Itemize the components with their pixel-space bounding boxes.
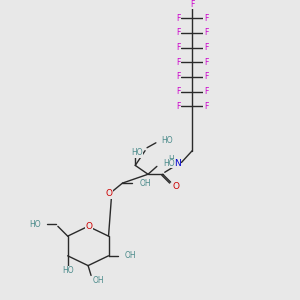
Text: HO: HO — [131, 148, 143, 157]
Text: F: F — [176, 43, 181, 52]
Text: N: N — [174, 159, 181, 168]
Text: F: F — [176, 102, 181, 111]
Text: F: F — [204, 58, 208, 67]
Text: F: F — [176, 87, 181, 96]
Text: F: F — [204, 43, 208, 52]
Text: H: H — [169, 155, 175, 164]
Text: F: F — [204, 28, 208, 37]
Text: F: F — [204, 73, 208, 82]
Text: OH: OH — [93, 276, 105, 285]
Text: F: F — [190, 0, 194, 9]
Text: F: F — [176, 58, 181, 67]
Text: O: O — [85, 222, 93, 231]
Text: O: O — [172, 182, 179, 190]
Text: F: F — [204, 87, 208, 96]
Text: OH: OH — [124, 251, 136, 260]
Text: HO: HO — [161, 136, 172, 145]
Text: F: F — [176, 14, 181, 22]
Text: HO: HO — [29, 220, 41, 229]
Text: HO: HO — [62, 266, 74, 275]
Text: HO: HO — [163, 159, 174, 168]
Text: O: O — [105, 189, 112, 198]
Text: F: F — [176, 28, 181, 37]
Text: F: F — [176, 73, 181, 82]
Text: OH: OH — [139, 178, 151, 188]
Text: F: F — [204, 102, 208, 111]
Text: F: F — [204, 14, 208, 22]
